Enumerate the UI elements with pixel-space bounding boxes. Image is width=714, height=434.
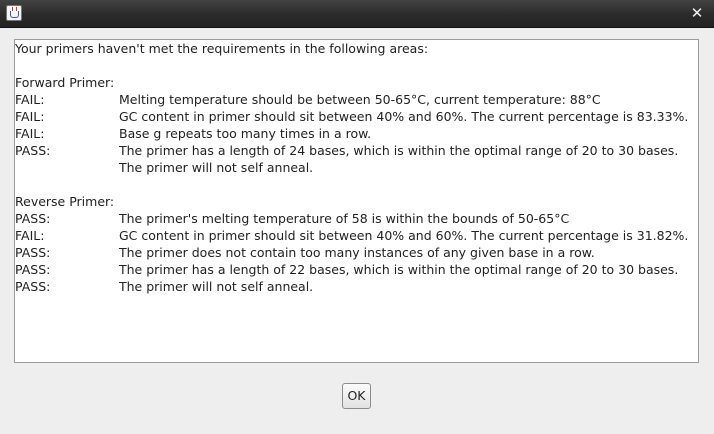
list-item: PASS: The primer will not self anneal.: [15, 278, 700, 295]
intro-text: Your primers haven't met the requirement…: [15, 41, 429, 56]
title-bar[interactable]: ✕: [0, 0, 714, 28]
list-item: FAIL: GC content in primer should sit be…: [15, 108, 700, 125]
status-label: PASS:: [15, 262, 51, 277]
result-text: Melting temperature should be between 50…: [119, 92, 601, 107]
status-label: PASS:: [15, 211, 51, 226]
ok-button[interactable]: OK: [342, 383, 371, 409]
close-icon[interactable]: ✕: [690, 4, 704, 22]
list-item: The primer will not self anneal.: [15, 159, 700, 176]
result-text: GC content in primer should sit between …: [119, 109, 689, 124]
status-label: FAIL:: [15, 109, 45, 124]
result-text: The primer has a length of 24 bases, whi…: [119, 143, 679, 158]
list-item: PASS: The primer does not contain too ma…: [15, 244, 700, 261]
result-text: The primer will not self anneal.: [119, 160, 314, 175]
status-label: FAIL:: [15, 92, 45, 107]
message-text-area[interactable]: Your primers haven't met the requirement…: [14, 39, 699, 363]
status-label: PASS:: [15, 245, 51, 260]
list-item: FAIL: Melting temperature should be betw…: [15, 91, 700, 108]
status-label: FAIL:: [15, 126, 45, 141]
result-text: The primer will not self anneal.: [119, 279, 314, 294]
list-item: PASS: The primer has a length of 22 base…: [15, 261, 700, 278]
result-text: Base g repeats too many times in a row.: [119, 126, 372, 141]
list-item: FAIL: Base g repeats too many times in a…: [15, 125, 700, 142]
list-item: PASS: The primer's melting temperature o…: [15, 210, 700, 227]
java-app-icon: [6, 5, 22, 21]
list-item: PASS: The primer has a length of 24 base…: [15, 142, 700, 159]
list-item: FAIL: GC content in primer should sit be…: [15, 227, 700, 244]
result-text: The primer's melting temperature of 58 i…: [119, 211, 570, 226]
forward-primer-heading: Forward Primer:: [15, 75, 115, 90]
result-text: GC content in primer should sit between …: [119, 228, 689, 243]
reverse-primer-heading: Reverse Primer:: [15, 194, 115, 209]
status-label: PASS:: [15, 143, 51, 158]
status-label: PASS:: [15, 279, 51, 294]
status-label: FAIL:: [15, 228, 45, 243]
result-text: The primer does not contain too many ins…: [119, 245, 595, 260]
result-text: The primer has a length of 22 bases, whi…: [119, 262, 679, 277]
